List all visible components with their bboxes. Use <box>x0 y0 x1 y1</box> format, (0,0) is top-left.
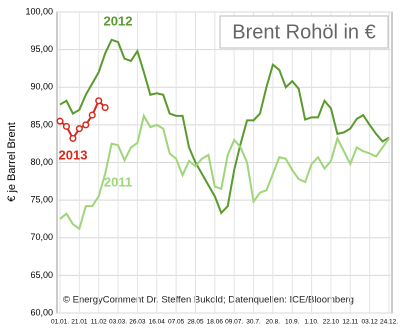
y-tick-label: 60,00 <box>30 307 53 317</box>
point-marker <box>101 104 109 112</box>
point-marker <box>82 121 90 129</box>
source-note: © EnergyComment Dr. Steffen Bukold; Date… <box>63 295 354 306</box>
x-tick-label: 1.10. <box>304 319 319 326</box>
chart-title: Brent Rohöl in € <box>232 21 375 43</box>
point-marker <box>69 134 77 142</box>
point-marker <box>95 97 103 105</box>
x-tick-label: 03.12 <box>362 319 379 326</box>
y-axis-label: € je Barrel Brent <box>6 122 18 201</box>
series-label: 2013 <box>59 147 88 162</box>
y-tick-label: 70,00 <box>30 232 53 242</box>
y-tick-label: 65,00 <box>30 270 53 280</box>
x-tick-label: 12.11 <box>342 319 358 326</box>
x-tick-label: 26.03 <box>129 319 146 326</box>
point-marker <box>75 125 83 133</box>
x-tick-label: 20.8. <box>266 319 281 326</box>
y-tick-label: 80,00 <box>30 157 53 167</box>
x-tick-label: 07.05 <box>168 319 185 326</box>
x-tick-label: 21.01 <box>71 319 88 326</box>
series-label: 2012 <box>104 13 133 28</box>
y-tick-label: 85,00 <box>30 119 53 129</box>
point-marker <box>88 111 96 119</box>
x-tick-label: 30.7. <box>246 319 261 326</box>
x-tick-label: 01.01. <box>51 319 69 326</box>
x-tick-label: 11.02 <box>91 319 107 326</box>
x-tick-label: 10.9. <box>285 319 300 326</box>
x-tick-label: 28.05 <box>187 319 204 326</box>
point-marker <box>56 117 64 125</box>
x-tick-label: 16.04 <box>149 319 166 326</box>
point-marker <box>62 122 71 130</box>
series-label: 2011 <box>104 174 132 189</box>
y-tick-label: 75,00 <box>30 195 53 205</box>
series-line <box>59 113 390 231</box>
x-tick-label: 03.03. <box>109 319 127 326</box>
y-tick-label: 90,00 <box>30 82 53 92</box>
y-tick-label: 95,00 <box>30 44 53 54</box>
x-tick-label: 09.07. <box>225 319 243 326</box>
title-box <box>219 15 389 49</box>
x-tick-label: 24.12. <box>380 319 398 326</box>
series-line <box>59 38 390 215</box>
y-tick-label: 100,00 <box>25 6 53 16</box>
x-tick-label: 22.10 <box>323 319 340 326</box>
x-tick-label: 18.06 <box>207 319 224 326</box>
